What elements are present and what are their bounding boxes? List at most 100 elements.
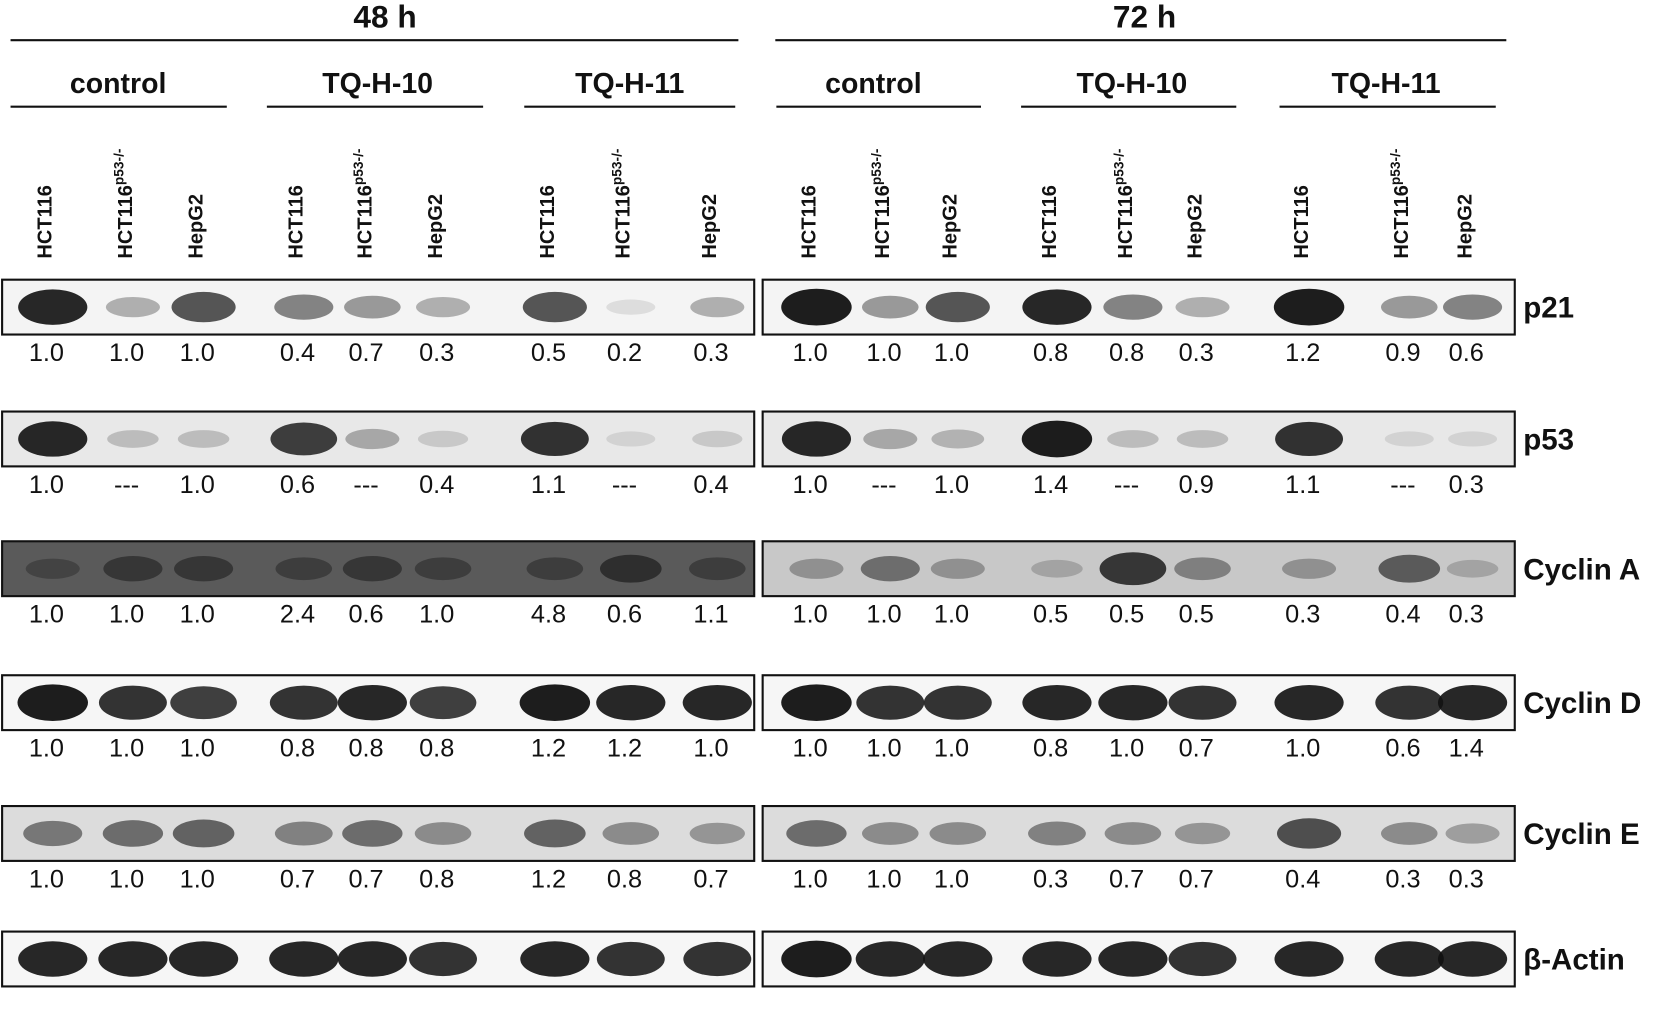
band xyxy=(171,291,236,323)
band xyxy=(856,685,925,720)
band xyxy=(602,822,660,845)
band xyxy=(1274,941,1344,977)
band xyxy=(417,430,469,448)
density-value: --- xyxy=(1114,471,1139,499)
lane-name: HCT116 xyxy=(115,185,137,258)
density-value: 0.5 xyxy=(531,339,566,367)
lane-name: HepG2 xyxy=(1455,194,1477,259)
lane-label: HCT116p53-/- xyxy=(609,148,634,258)
band xyxy=(409,686,477,720)
band xyxy=(1275,421,1344,457)
lane-name: HepG2 xyxy=(1184,194,1206,259)
density-value: 1.2 xyxy=(607,734,642,762)
density-value: 0.5 xyxy=(1033,601,1068,629)
band xyxy=(1381,295,1438,319)
density-value: 0.8 xyxy=(348,734,383,762)
protein-label: Cyclin A xyxy=(1523,553,1640,586)
density-value: 1.0 xyxy=(109,734,144,762)
band xyxy=(1022,289,1092,325)
density-value: 1.0 xyxy=(180,865,215,893)
band xyxy=(931,429,985,449)
blot-panel xyxy=(1,410,756,468)
protein-label: p53 xyxy=(1523,424,1574,457)
band xyxy=(781,940,852,978)
band xyxy=(1022,941,1092,977)
band xyxy=(102,820,164,847)
lane-label: HCT116p53-/- xyxy=(111,148,136,258)
lane-label: HepG2 xyxy=(425,194,447,259)
protein-label: Cyclin D xyxy=(1523,687,1641,720)
density-value: 0.3 xyxy=(693,339,728,367)
band xyxy=(923,685,992,720)
band xyxy=(855,941,925,977)
band xyxy=(522,291,587,323)
density-value: 0.9 xyxy=(1179,471,1214,499)
lane-name: HCT116 xyxy=(1291,185,1313,258)
density-value: 1.0 xyxy=(793,865,828,893)
lane-label: HepG2 xyxy=(699,194,721,259)
density-value: 1.0 xyxy=(180,339,215,367)
lane-label: HepG2 xyxy=(1184,194,1206,259)
lane-label: HCT116 xyxy=(798,185,820,258)
band xyxy=(520,421,589,457)
density-value: 1.0 xyxy=(866,601,901,629)
density-value: 1.0 xyxy=(1109,734,1144,762)
density-value: 1.0 xyxy=(29,471,64,499)
density-value: 0.5 xyxy=(1179,601,1214,629)
band xyxy=(1099,552,1167,586)
density-value: 1.0 xyxy=(793,734,828,762)
lane-name: HepG2 xyxy=(699,194,721,259)
lane-name: HepG2 xyxy=(425,194,447,259)
density-value: 1.0 xyxy=(934,601,969,629)
band xyxy=(1107,430,1159,448)
density-value: 1.0 xyxy=(866,339,901,367)
lane-label: HCT116p53-/- xyxy=(1111,148,1136,258)
band xyxy=(596,941,665,977)
lane-name: HCT116 xyxy=(354,185,376,258)
band xyxy=(786,820,847,847)
band xyxy=(98,941,168,977)
lane-label: HCT116p53-/- xyxy=(869,148,894,258)
band xyxy=(17,684,88,722)
density-value: --- xyxy=(612,471,637,499)
lane-label: HCT116p53-/- xyxy=(351,148,376,258)
density-value: 0.8 xyxy=(607,865,642,893)
band xyxy=(1375,685,1444,720)
density-value: 1.1 xyxy=(693,601,728,629)
band xyxy=(1098,941,1168,977)
band xyxy=(1104,822,1162,845)
density-value: 2.4 xyxy=(280,601,315,629)
protein-label: β-Actin xyxy=(1523,944,1625,977)
band xyxy=(414,822,472,845)
density-value: 1.0 xyxy=(793,601,828,629)
density-value: 1.0 xyxy=(419,601,454,629)
band xyxy=(689,557,746,581)
band xyxy=(860,556,920,582)
density-value: --- xyxy=(114,471,139,499)
lane-name: HCT116 xyxy=(537,185,559,258)
band xyxy=(1022,684,1092,721)
lane-name: HCT116 xyxy=(1039,185,1061,258)
treatment-label: control xyxy=(825,68,921,100)
band xyxy=(23,820,83,847)
lane-label: HepG2 xyxy=(940,194,962,259)
band xyxy=(1168,941,1237,977)
band xyxy=(274,294,334,320)
band xyxy=(1021,420,1093,458)
density-value: 0.3 xyxy=(1179,339,1214,367)
band xyxy=(1384,431,1434,447)
density-value: 1.2 xyxy=(531,734,566,762)
density-value: 0.8 xyxy=(1033,734,1068,762)
density-value: 0.4 xyxy=(693,471,728,499)
band xyxy=(1103,294,1163,320)
density-value: 0.6 xyxy=(1385,734,1420,762)
lane-superscript: p53-/- xyxy=(1388,148,1403,185)
density-value: 1.0 xyxy=(1285,734,1320,762)
band xyxy=(781,421,852,457)
lane-name: HCT116 xyxy=(872,185,894,258)
band xyxy=(606,431,656,447)
density-value: 4.8 xyxy=(531,601,566,629)
density-value: 0.8 xyxy=(1033,339,1068,367)
band xyxy=(596,684,666,721)
